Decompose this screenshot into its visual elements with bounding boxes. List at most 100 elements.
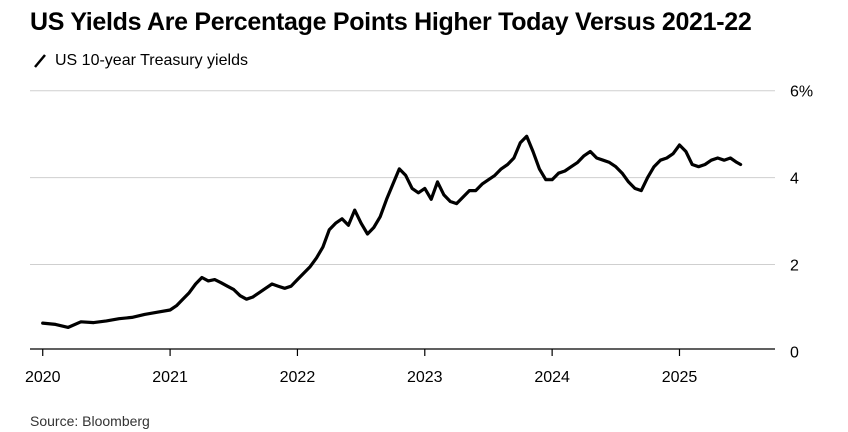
data-point (232, 288, 235, 291)
line-swatch-icon (34, 54, 46, 68)
data-point (79, 320, 83, 323)
data-point (499, 167, 503, 171)
data-point (391, 182, 395, 186)
data-point (347, 224, 350, 227)
data-point (187, 291, 191, 294)
data-point (557, 172, 560, 175)
data-point (398, 167, 401, 171)
data-point (538, 167, 541, 171)
x-tick-label: 2023 (407, 369, 443, 386)
data-point (429, 198, 433, 201)
legend: US 10-year Treasury yields (33, 52, 248, 70)
data-point (67, 326, 70, 329)
data-point (531, 150, 535, 153)
data-point (245, 297, 248, 301)
data-point (544, 178, 547, 181)
x-tick-label: 2024 (534, 369, 570, 386)
data-point (296, 278, 299, 281)
data-point (480, 182, 484, 186)
data-point (385, 198, 388, 201)
data-point (289, 284, 293, 288)
data-point (328, 228, 331, 231)
data-point (525, 135, 528, 138)
x-tick-label: 2021 (152, 369, 188, 386)
data-point (181, 297, 185, 301)
y-tick-label: 2 (790, 257, 799, 274)
data-point (487, 178, 490, 181)
data-point (633, 187, 637, 190)
data-point (461, 195, 465, 199)
data-point (512, 156, 516, 160)
x-tick-label: 2020 (25, 369, 61, 386)
data-point (156, 311, 159, 314)
data-point (334, 221, 337, 225)
data-point (601, 158, 605, 162)
data-point (652, 165, 656, 168)
data-point (442, 193, 446, 197)
data-point (238, 294, 242, 297)
data-point (213, 278, 216, 281)
data-point (550, 178, 554, 181)
data-point (659, 158, 662, 162)
data-point (366, 232, 369, 236)
data-point (105, 319, 108, 323)
data-point (506, 163, 509, 166)
data-point (493, 174, 497, 177)
data-point (321, 245, 325, 249)
data-point (620, 172, 624, 175)
y-tick-label: 0 (790, 344, 799, 361)
data-point (417, 191, 420, 194)
data-point (722, 158, 726, 162)
x-tick-label: 2022 (280, 369, 316, 386)
data-point (315, 256, 318, 260)
data-point (379, 215, 382, 218)
data-point (455, 202, 458, 205)
data-point (194, 282, 197, 286)
data-point (219, 281, 223, 284)
y-tick-label: 6% (790, 84, 813, 101)
chart-title: US Yields Are Percentage Points Higher T… (30, 8, 752, 36)
data-point (519, 141, 522, 145)
data-point (608, 161, 611, 164)
data-point (277, 284, 280, 288)
data-point (576, 161, 579, 164)
data-point (582, 154, 586, 158)
data-point (302, 271, 306, 275)
data-point (340, 217, 344, 221)
data-point (92, 321, 95, 324)
data-point (264, 287, 267, 290)
data-point (117, 317, 121, 320)
data-point (258, 291, 261, 294)
data-point (130, 316, 134, 319)
data-point (627, 180, 630, 184)
data-point (640, 189, 643, 192)
data-point (716, 156, 719, 160)
data-point (353, 208, 356, 212)
data-point (207, 279, 210, 283)
data-point (589, 150, 592, 153)
data-point (570, 165, 573, 168)
data-point (449, 200, 452, 203)
data-point (308, 265, 312, 268)
data-point (404, 174, 407, 177)
data-point (671, 152, 675, 155)
data-point (735, 161, 738, 164)
data-point (423, 187, 426, 190)
legend-label: US 10-year Treasury yields (55, 52, 248, 69)
data-point (691, 163, 694, 166)
source-note: Source: Bloomberg (30, 413, 150, 429)
data-point (646, 176, 649, 179)
data-point (175, 304, 178, 307)
data-point (729, 156, 732, 160)
data-point (710, 158, 713, 162)
data-point (703, 163, 707, 166)
data-point (468, 189, 471, 192)
x-tick-label: 2025 (662, 369, 698, 386)
data-point (200, 276, 204, 279)
series-line (41, 134, 743, 329)
data-point (251, 295, 255, 299)
data-point (359, 221, 363, 225)
data-point (54, 323, 57, 326)
data-point (697, 165, 700, 168)
